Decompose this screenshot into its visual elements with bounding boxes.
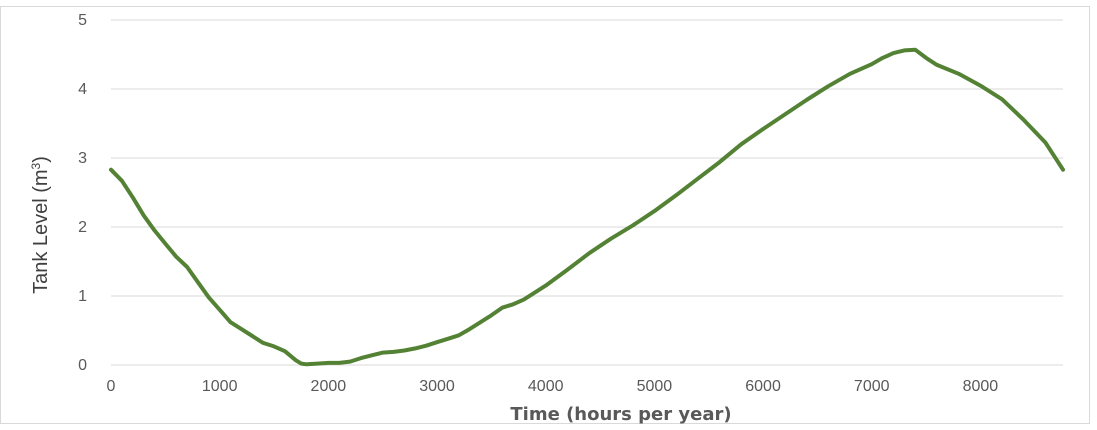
y-tick-label: 5	[78, 12, 87, 29]
y-tick-label: 4	[78, 81, 87, 98]
x-tick-label: 4000	[528, 378, 564, 395]
tank-level-chart: 0 1 2 3 4 5 0 1000 2000 3000 4000 5000 6000 7000 8000…	[29, 12, 1065, 425]
x-tick-labels: 0 1000 2000 3000 4000 5000 6000 7000 8000	[107, 378, 999, 395]
x-tick-label: 5000	[637, 378, 673, 395]
y-axis-title-end: )	[30, 156, 52, 163]
y-axis-title-main: Tank Level (m	[30, 169, 52, 294]
gridlines	[111, 19, 1063, 366]
x-tick-label: 6000	[745, 378, 781, 395]
x-tick-label: 8000	[963, 378, 999, 395]
x-tick-label: 1000	[202, 378, 238, 395]
y-axis-title-superscript: 3	[29, 162, 43, 169]
x-tick-label: 2000	[311, 378, 347, 395]
y-axis-title: Tank Level (m3)	[29, 156, 52, 294]
y-tick-label: 0	[78, 357, 87, 374]
y-tick-label: 3	[78, 150, 87, 167]
x-tick-label: 0	[107, 378, 116, 395]
y-tick-labels: 0 1 2 3 4 5	[78, 12, 87, 374]
chart-frame: 0 1 2 3 4 5 0 1000 2000 3000 4000 5000 6000 7000 8000…	[0, 6, 1090, 425]
y-tick-label: 2	[78, 219, 87, 236]
x-axis-title: Time (hours per year)	[510, 404, 731, 425]
series-line-tank-level	[109, 47, 1065, 367]
y-tick-label: 1	[78, 288, 87, 305]
x-tick-label: 3000	[419, 378, 455, 395]
x-tick-label: 7000	[854, 378, 890, 395]
